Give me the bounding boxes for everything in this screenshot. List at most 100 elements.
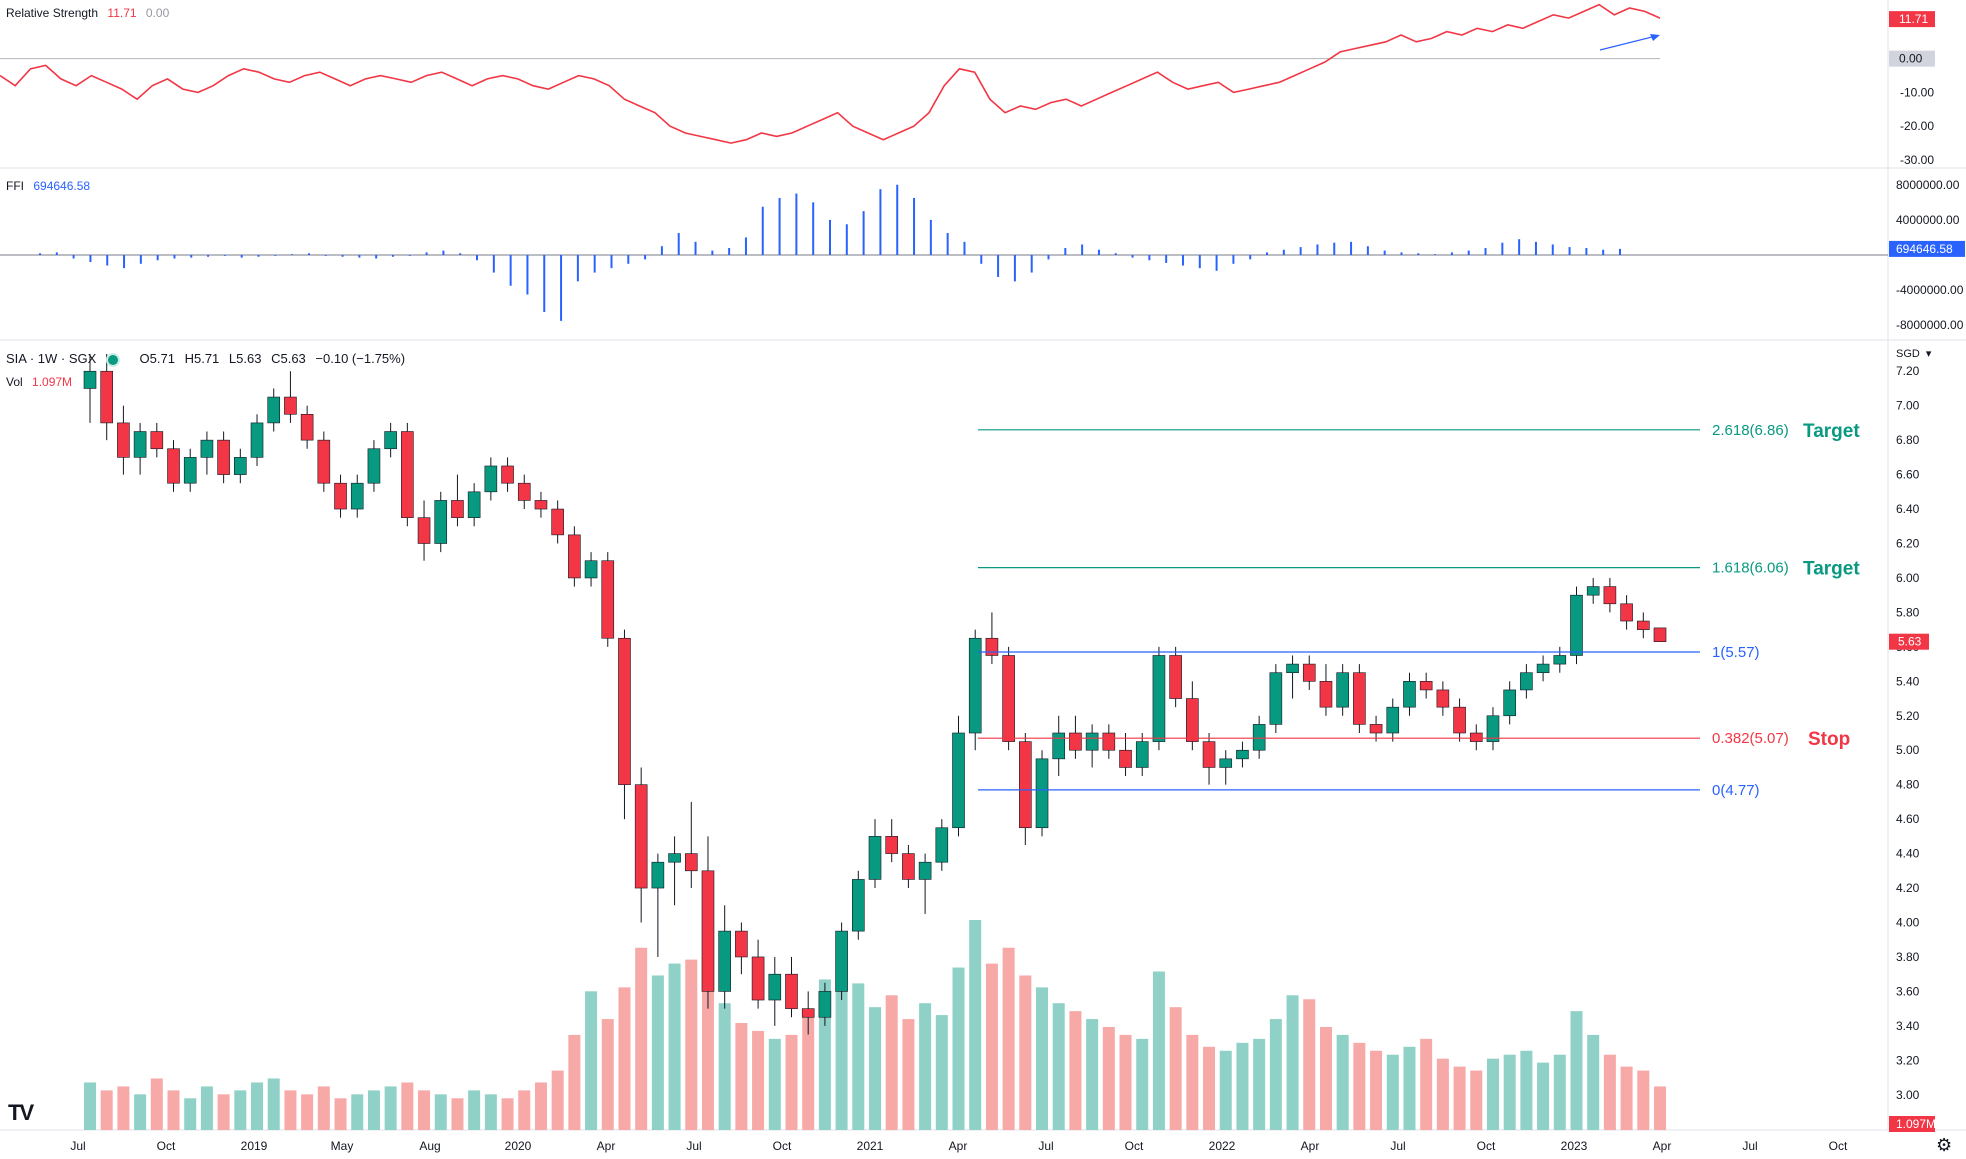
candle-body	[434, 500, 448, 544]
candle-body	[234, 457, 247, 475]
ohlc-close: C5.63	[271, 351, 306, 366]
volume-bar	[284, 1090, 297, 1130]
candle-body	[785, 973, 798, 1009]
candle-body	[451, 500, 464, 518]
volume-bar	[1136, 1038, 1149, 1130]
candle-body	[484, 465, 498, 493]
ohlc-high: H5.71	[184, 351, 220, 366]
candle-body	[584, 560, 598, 579]
volume-bar	[301, 1094, 314, 1130]
gear-icon[interactable]: ⚙	[1936, 1135, 1953, 1155]
ffi-legend[interactable]: FFI 694646.58	[6, 179, 96, 193]
time-tick-label: 2023	[1561, 1139, 1588, 1153]
candle-body	[1620, 603, 1633, 622]
volume-bar	[1470, 1070, 1483, 1130]
candle-body	[851, 879, 865, 932]
candle-body	[1586, 586, 1600, 596]
volume-bar	[1203, 1046, 1216, 1130]
volume-bar	[802, 1015, 815, 1130]
candle-body	[167, 448, 180, 484]
price-tick-label: 6.80	[1896, 433, 1920, 447]
volume-bar	[1286, 995, 1299, 1130]
candle-body	[1403, 681, 1416, 708]
candle-body	[1453, 706, 1466, 734]
time-tick-label: Oct	[1829, 1139, 1848, 1153]
candle-body	[1002, 655, 1015, 742]
main-legend[interactable]: SIA · 1W · SGX O5.71 H5.71 L5.63 C5.63 −…	[6, 351, 411, 367]
volume-bar	[1253, 1038, 1266, 1130]
price-tick-label: 7.20	[1896, 364, 1920, 378]
currency-label[interactable]: SGD ▾	[1896, 347, 1937, 360]
price-tick-label: 4.60	[1896, 812, 1920, 826]
vol-value: 1.097M	[32, 375, 73, 389]
rs-legend[interactable]: Relative Strength 11.71 0.00	[6, 6, 175, 20]
price-tick-label: 7.00	[1896, 399, 1920, 413]
ffi-tick-label: 4000000.00	[1896, 213, 1960, 227]
volume-bar	[902, 1019, 915, 1130]
candle-body	[1336, 672, 1349, 708]
candle-body	[1219, 758, 1233, 768]
volume-bar	[217, 1094, 230, 1130]
volume-bar	[134, 1094, 147, 1130]
candle-body	[935, 827, 949, 863]
volume-bar	[1052, 1003, 1065, 1130]
candle-body	[1636, 620, 1650, 630]
volume-bar	[1386, 1054, 1399, 1130]
candle-body	[350, 482, 364, 510]
fib-level-label: 0.382(5.07)	[1712, 730, 1789, 747]
volume-legend[interactable]: Vol 1.097M	[6, 375, 78, 389]
candle-body	[334, 482, 347, 510]
ffi-last-badge	[1889, 240, 1965, 257]
ffi-title: FFI	[6, 179, 24, 193]
currency-text: SGD	[1896, 348, 1920, 360]
time-tick-label: 2020	[505, 1139, 532, 1153]
volume-bar	[601, 1019, 614, 1130]
volume-bar	[200, 1086, 213, 1130]
rs-arrow-line	[1599, 35, 1657, 51]
rs-zero-label: 0.00	[1899, 52, 1923, 66]
candle-body	[985, 637, 999, 656]
candle-body	[133, 431, 147, 458]
time-tick-label: May	[331, 1139, 354, 1153]
candle-body	[1252, 724, 1266, 751]
volume-bar	[1336, 1034, 1349, 1130]
price-tick-label: 3.20	[1896, 1053, 1920, 1067]
candle-body	[150, 431, 164, 450]
volume-bar	[1353, 1042, 1366, 1130]
candle-body	[1269, 672, 1283, 725]
volume-bar	[1570, 1011, 1583, 1130]
candle-body	[284, 396, 297, 415]
price-tick-label: 3.60	[1896, 984, 1920, 998]
candle-body	[1603, 586, 1617, 605]
volume-bar	[518, 1090, 531, 1130]
volume-bar	[251, 1082, 264, 1130]
time-tick-label: 2021	[857, 1139, 884, 1153]
candle-body	[401, 431, 414, 518]
candle-body	[768, 973, 782, 1001]
ffi-tick-label: 8000000.00	[1896, 178, 1960, 192]
candle-body	[200, 439, 214, 458]
candle-body	[1186, 698, 1199, 742]
rs-tick-label: -10.00	[1900, 85, 1934, 99]
time-tick-label: Oct	[157, 1139, 176, 1153]
candle-body	[568, 534, 581, 579]
volume-bar	[885, 995, 898, 1130]
candle-body	[1520, 672, 1533, 691]
price-tick-label: 3.80	[1896, 950, 1920, 964]
volume-bar	[1152, 971, 1165, 1130]
volume-bar	[401, 1082, 414, 1130]
arrow-head-icon	[1650, 34, 1660, 41]
candle-body	[1503, 689, 1516, 717]
candle-body	[534, 500, 548, 510]
volume-bar	[468, 1090, 481, 1130]
candlestick-series	[83, 354, 1667, 1035]
volume-bar	[1603, 1054, 1616, 1130]
candle-body	[1202, 741, 1216, 768]
candle-body	[501, 465, 514, 484]
candle-body	[183, 457, 197, 484]
candle-body	[1152, 655, 1166, 742]
candle-body	[250, 422, 264, 458]
candle-body	[651, 861, 665, 889]
candle-body	[634, 784, 648, 889]
